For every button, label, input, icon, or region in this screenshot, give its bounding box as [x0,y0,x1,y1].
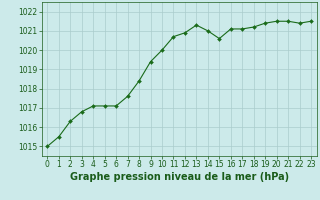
X-axis label: Graphe pression niveau de la mer (hPa): Graphe pression niveau de la mer (hPa) [70,172,289,182]
